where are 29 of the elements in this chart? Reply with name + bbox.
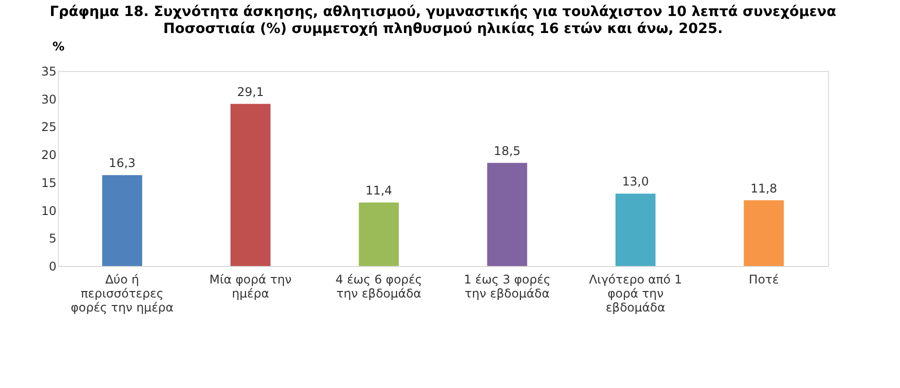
data-label: 13,0 xyxy=(622,174,649,189)
data-label: 29,1 xyxy=(237,84,264,99)
bar xyxy=(744,200,784,266)
data-label: 16,3 xyxy=(108,156,136,170)
x-tick-label: Μία φορά την ημέρα xyxy=(209,272,292,300)
data-label: 11,4 xyxy=(365,183,392,198)
y-tick-label: 15 xyxy=(41,176,56,190)
bar xyxy=(616,194,656,266)
data-label: 18,5 xyxy=(494,144,521,158)
bar xyxy=(230,104,270,266)
y-axis-title: % xyxy=(52,40,65,54)
bar xyxy=(102,175,142,266)
y-tick-label: 0 xyxy=(48,260,56,274)
y-tick-label: 25 xyxy=(41,120,56,134)
data-label: 11,8 xyxy=(750,181,778,196)
y-tick-label: 30 xyxy=(41,92,56,106)
x-tick-label: Ποτέ xyxy=(748,272,779,286)
bar xyxy=(358,202,399,266)
x-tick-label: 4 έως 6 φορές την εβδομάδα xyxy=(335,272,422,300)
chart-title: Γράφημα 18. Συχνότητα άσκησης, αθλητισμού, γυμναστικής για τουλάχιστον 10 λεπτά συνεχόμενα xyxy=(50,4,837,20)
y-tick-label: 35 xyxy=(41,64,56,78)
y-tick-label: 5 xyxy=(48,232,56,246)
chart-subtitle: Ποσοστιαία (%) συμμετοχή πληθυσμού ηλικίας 16 ετών και άνω, 2025. xyxy=(163,21,723,37)
y-tick-label: 10 xyxy=(41,204,56,218)
x-tick-label: Λιγότερο από 1 φορά την εβδομάδα xyxy=(588,272,682,314)
x-tick-label: Δύο ή περισσότερες φορές την ημέρα xyxy=(70,272,174,314)
y-tick-label: 20 xyxy=(41,148,56,162)
x-tick-label: 1 έως 3 φορές την εβδομάδα xyxy=(464,272,551,300)
bar xyxy=(487,162,528,266)
